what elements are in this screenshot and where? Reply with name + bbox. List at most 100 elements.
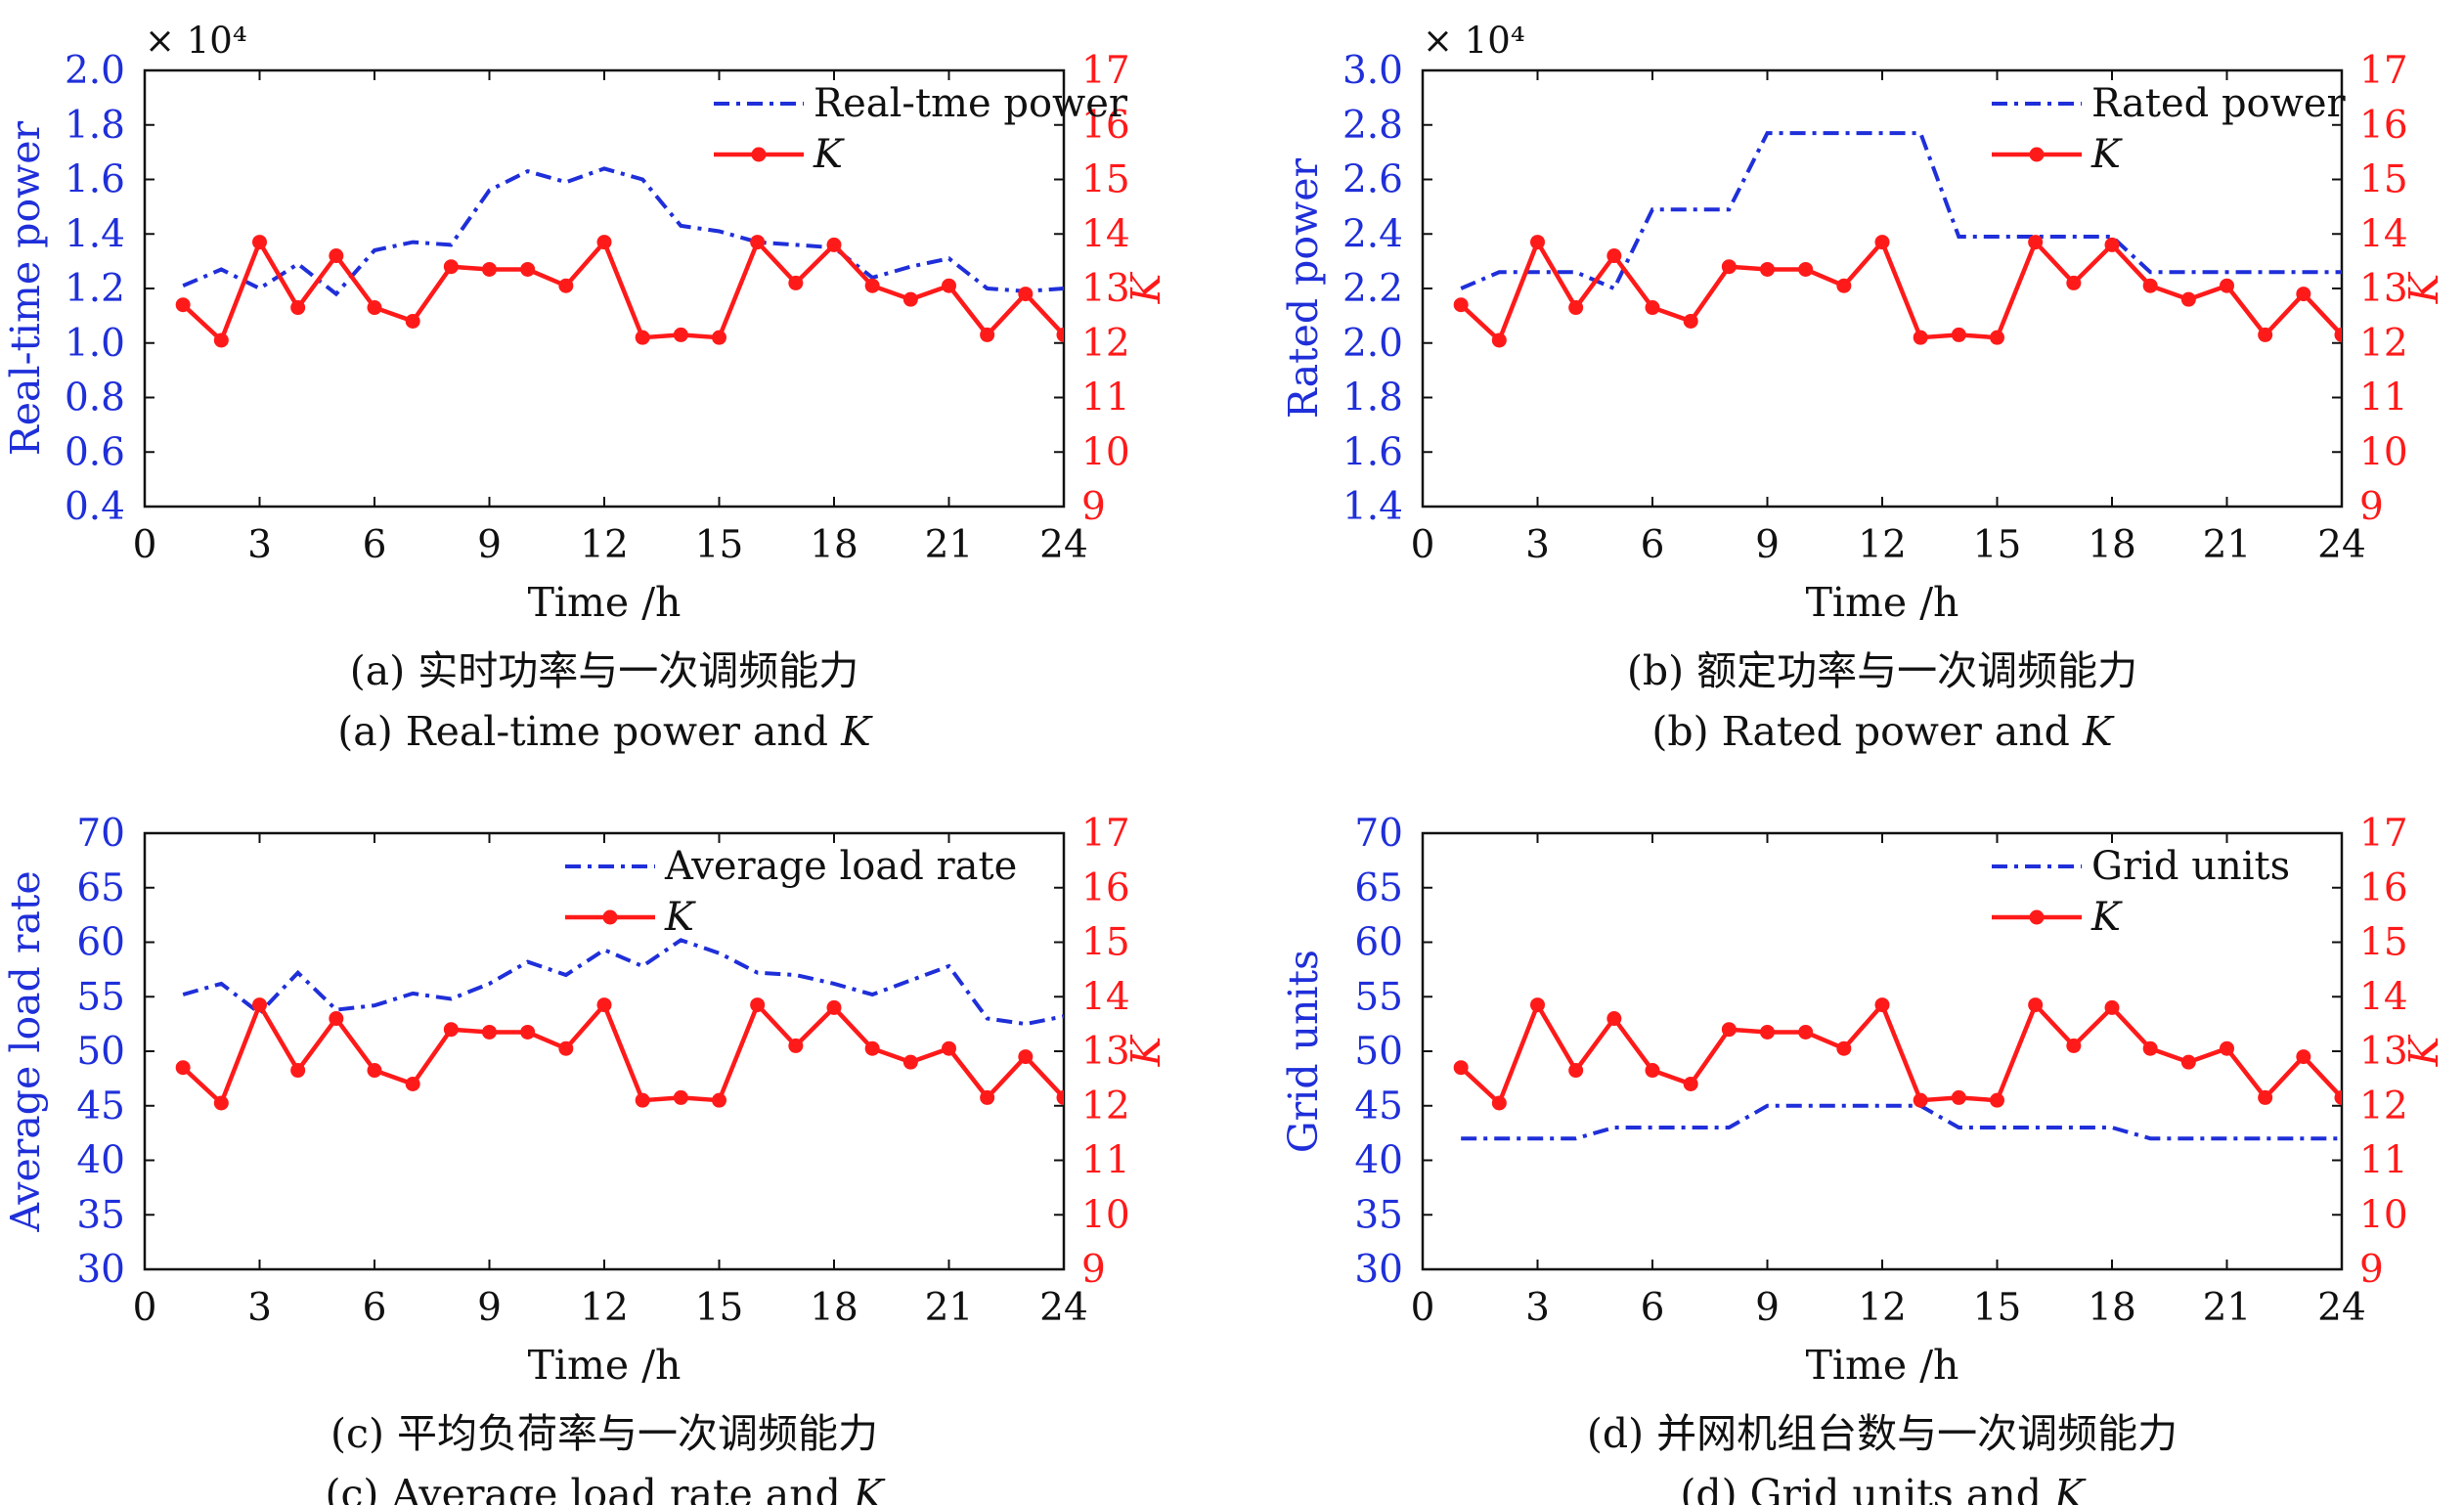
x-tick-label: 3 — [1525, 523, 1550, 567]
x-tick-label: 12 — [1858, 523, 1907, 567]
series-k-marker — [1760, 1024, 1775, 1040]
y-left-tick-label: 0.6 — [65, 430, 125, 474]
y-right-tick-label: 16 — [1081, 104, 1130, 148]
legend-marker-2 — [2029, 147, 2045, 162]
y-right-axis-label: K — [2400, 1034, 2447, 1067]
series-k-marker — [1606, 248, 1622, 264]
x-tick-label: 0 — [133, 1286, 157, 1330]
series-k-marker — [2028, 997, 2044, 1013]
series-k-marker — [2180, 1054, 2196, 1070]
series-k-marker — [902, 291, 918, 307]
y-left-tick-label: 45 — [1354, 1084, 1403, 1129]
x-tick-label: 15 — [695, 1286, 744, 1330]
y-left-tick-label: 2.0 — [65, 49, 125, 93]
y-right-tick-label: 12 — [2359, 322, 2408, 366]
y-left-tick-label: 2.4 — [1342, 212, 1403, 256]
series-k-marker — [2028, 235, 2044, 250]
series-k-marker — [2296, 287, 2311, 302]
caption-english-variable: K — [2082, 708, 2115, 755]
x-axis-label: Time /h — [528, 1342, 682, 1389]
y-left-tick-label: 30 — [76, 1248, 125, 1292]
series-line-2 — [181, 237, 1064, 344]
series-k-marker — [405, 1076, 420, 1091]
series-k-marker — [750, 235, 766, 250]
y-right-tick-label: 16 — [2359, 104, 2408, 148]
plot-frame — [1421, 831, 2344, 1271]
series-k-marker — [2066, 275, 2082, 290]
y-right-tick-label: 14 — [2359, 975, 2408, 1019]
series-line-1 — [1461, 1103, 2342, 1141]
y-right-tick-label: 10 — [2359, 1193, 2408, 1237]
series-k-marker — [1874, 235, 1890, 250]
series-k-marker — [942, 278, 956, 293]
y-right-tick-label: 14 — [1081, 212, 1130, 256]
series-k-marker — [864, 278, 880, 293]
series-k-marker — [2142, 1040, 2158, 1056]
series-k-marker — [329, 248, 344, 264]
y-right-tick-label: 9 — [2359, 1248, 2384, 1292]
x-tick-label: 18 — [810, 1286, 858, 1330]
series-k-marker — [1798, 261, 1814, 277]
series-k-marker — [1721, 1022, 1737, 1038]
y-left-tick-label: 1.0 — [65, 322, 125, 366]
legend-label-1: Average load rate — [664, 844, 1017, 889]
legend-marker-2 — [2029, 909, 2045, 925]
x-tick-label: 9 — [1755, 523, 1780, 567]
y-left-tick-label: 50 — [76, 1030, 125, 1074]
y-left-axis-label: Average load rate — [2, 870, 49, 1232]
y-left-tick-label: 40 — [76, 1139, 125, 1183]
series-k-marker — [558, 1040, 574, 1056]
caption-english: (c) Average load rate and K — [325, 1471, 885, 1505]
x-tick-label: 24 — [1039, 1286, 1088, 1330]
y-right-tick-label: 14 — [2359, 212, 2408, 256]
series-k-marker — [635, 330, 650, 345]
series-k-marker — [942, 1040, 956, 1056]
series-k-marker — [2258, 327, 2273, 342]
x-tick-label: 6 — [363, 1286, 387, 1330]
y-left-tick-label: 70 — [76, 812, 125, 856]
legend-label-1: Rated power — [2091, 81, 2347, 126]
chart-panel-1: 0 3 6 9 12 15 18 21 24 0.4 0.6 0.8 1.0 1.2 1.4 1.6 1.8 2.… — [2, 20, 1169, 755]
series-line-1 — [182, 938, 1064, 1027]
x-tick-label: 0 — [1411, 1286, 1435, 1330]
series-k-marker — [443, 259, 459, 275]
y-left-tick-label: 35 — [1354, 1193, 1403, 1237]
y-left-tick-label: 65 — [76, 866, 125, 910]
y-left-tick-label: 55 — [1354, 975, 1403, 1019]
series-k-marker — [213, 332, 229, 348]
x-tick-label: 15 — [1973, 523, 2022, 567]
y-right-tick-label: 12 — [1081, 1084, 1130, 1129]
y-right-tick-label: 15 — [2359, 921, 2408, 965]
y-right-tick-label: 14 — [1081, 975, 1130, 1019]
series-k-marker — [1990, 330, 2004, 345]
caption-english: (b) Rated power and K — [1651, 708, 2115, 755]
series-k-marker — [826, 237, 842, 252]
y-right-tick-label: 10 — [1081, 430, 1130, 474]
x-tick-label: 21 — [2203, 1286, 2252, 1330]
series-k-marker — [2220, 278, 2234, 293]
y-left-tick-label: 45 — [76, 1084, 125, 1129]
series-k-marker — [1683, 313, 1698, 329]
series-line-1 — [182, 166, 1064, 297]
plot-frame — [143, 68, 1066, 509]
y-right-tick-label: 9 — [1081, 485, 1106, 529]
caption-english-variable: K — [853, 1471, 886, 1505]
series-k-marker — [712, 330, 726, 345]
x-tick-label: 21 — [925, 1286, 974, 1330]
caption-chinese: (b) 额定功率与一次调频能力 — [1627, 647, 2137, 694]
y-left-tick-label: 1.2 — [65, 267, 125, 311]
x-tick-label: 21 — [2203, 523, 2252, 567]
y-left-axis-label: Rated power — [1280, 158, 1327, 420]
series-k-marker — [213, 1095, 229, 1111]
y-left-tick-label: 1.8 — [65, 104, 125, 148]
y-left-tick-label: 1.6 — [1342, 430, 1403, 474]
series-k-marker — [980, 1089, 995, 1105]
series-k-marker — [405, 313, 420, 329]
y-left-tick-label: 40 — [1354, 1139, 1403, 1183]
series-k-marker — [2258, 1089, 2273, 1105]
x-tick-label: 6 — [1641, 1286, 1665, 1330]
x-axis-label: Time /h — [1806, 579, 1959, 626]
series-k-marker — [902, 1054, 918, 1070]
x-axis-label: Time /h — [528, 579, 682, 626]
